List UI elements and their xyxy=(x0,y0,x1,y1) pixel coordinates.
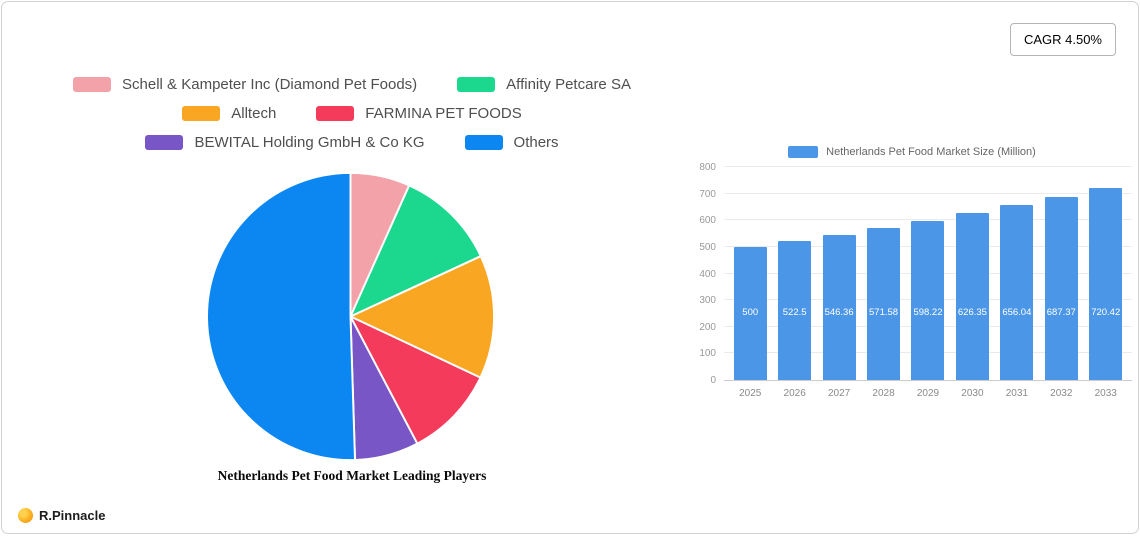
bar-legend-swatch xyxy=(788,146,819,158)
pie-slice xyxy=(349,184,482,318)
x-tick-label: 2033 xyxy=(1094,388,1117,399)
y-tick-label: 400 xyxy=(699,268,716,280)
bar-slot: 546.36 xyxy=(817,168,861,380)
bar-slot: 598.22 xyxy=(906,168,950,380)
pie-legend-item[interactable]: Alltech xyxy=(182,105,276,122)
pie-slice xyxy=(349,255,495,379)
pie-svg xyxy=(206,171,495,461)
bar-slot: 500 xyxy=(728,168,772,380)
pie-legend-row: Alltech FARMINA PET FOODS xyxy=(2,105,702,122)
bar-slot: 720.42 xyxy=(1084,168,1128,380)
y-tick-label: 500 xyxy=(699,241,716,253)
pie-legend-item[interactable]: Affinity Petcare SA xyxy=(457,76,631,93)
bar-slot: 522.5 xyxy=(772,168,816,380)
pie-legend-row: BEWITAL Holding GmbH & Co KG Others xyxy=(2,134,702,151)
x-tick-label: 2032 xyxy=(1050,388,1073,399)
bar-value-label: 720.42 xyxy=(1091,307,1121,318)
bar: 626.35 xyxy=(955,213,989,380)
bar-value-label: 687.37 xyxy=(1046,307,1076,318)
gridline xyxy=(724,166,1132,167)
pie-legend: Schell & Kampeter Inc (Diamond Pet Foods… xyxy=(2,76,702,151)
pie-legend-item[interactable]: FARMINA PET FOODS xyxy=(316,105,522,122)
legend-label: Schell & Kampeter Inc (Diamond Pet Foods… xyxy=(122,76,418,93)
bar: 522.5 xyxy=(778,240,812,380)
x-tick-label: 2026 xyxy=(783,388,806,399)
legend-swatch xyxy=(145,135,184,150)
legend-label: FARMINA PET FOODS xyxy=(365,105,522,122)
bar: 546.36 xyxy=(822,234,856,380)
pie-legend-item[interactable]: Schell & Kampeter Inc (Diamond Pet Foods… xyxy=(73,76,417,93)
bar-slot: 571.58 xyxy=(861,168,905,380)
bar-x-labels: 2025 2026 2027 2028 2029 2030 2031 2032 2033 xyxy=(724,388,1132,399)
bar-value-label: 500 xyxy=(742,307,759,318)
pie-legend-item[interactable]: BEWITAL Holding GmbH & Co KG xyxy=(145,134,425,151)
bar-value-label: 656.04 xyxy=(1002,307,1032,318)
x-tick-label: 2030 xyxy=(961,388,984,399)
legend-swatch xyxy=(457,77,496,92)
y-tick-label: 0 xyxy=(710,375,716,386)
bar: 687.37 xyxy=(1044,197,1078,380)
y-tick-label: 100 xyxy=(699,348,716,360)
bar: 500 xyxy=(733,246,767,380)
bar-slot: 687.37 xyxy=(1039,168,1083,380)
bar-value-label: 546.36 xyxy=(824,307,854,318)
bar-value-label: 571.58 xyxy=(869,307,899,318)
bar-slot: 626.35 xyxy=(950,168,994,380)
bars: 500 522.5 546.36 571.58 598.22 626.35 656.04 68… xyxy=(724,168,1132,380)
gridline xyxy=(724,192,1132,194)
x-tick-label: 2027 xyxy=(827,388,851,399)
y-tick-label: 300 xyxy=(699,295,716,307)
bar: 720.42 xyxy=(1089,188,1123,380)
y-tick-label: 800 xyxy=(699,162,716,173)
legend-swatch xyxy=(464,135,503,150)
gridline xyxy=(724,219,1132,221)
bar-value-label: 598.22 xyxy=(913,307,943,318)
pie-slice xyxy=(206,171,356,461)
bar: 656.04 xyxy=(1000,205,1034,380)
legend-swatch xyxy=(316,106,355,121)
legend-label: Others xyxy=(513,134,559,151)
logo-text: R.Pinnacle xyxy=(39,508,106,523)
pie-legend-item[interactable]: Others xyxy=(464,134,559,151)
legend-label: Alltech xyxy=(231,105,277,122)
y-tick-label: 700 xyxy=(699,188,716,200)
legend-label: BEWITAL Holding GmbH & Co KG xyxy=(194,134,425,151)
bar-value-label: 626.35 xyxy=(957,307,987,318)
bar-plot-area: 500 522.5 546.36 571.58 598.22 626.35 656.04 68… xyxy=(724,166,1132,381)
y-tick-label: 600 xyxy=(699,215,716,227)
x-tick-label: 2031 xyxy=(1005,388,1028,399)
pie-slice xyxy=(349,315,482,445)
legend-swatch xyxy=(73,77,112,92)
pie-chart-title: Netherlands Pet Food Market Leading Play… xyxy=(217,468,487,483)
y-tick-label: 200 xyxy=(699,321,716,333)
legend-swatch xyxy=(182,106,221,121)
bar-legend-label: Netherlands Pet Food Market Size (Millio… xyxy=(826,146,1036,158)
bar-value-label: 522.5 xyxy=(782,307,807,318)
rpinnacle-logo: R.Pinnacle xyxy=(18,508,105,523)
pie-legend-row: Schell & Kampeter Inc (Diamond Pet Foods… xyxy=(2,76,702,93)
bar-y-axis: 0 100 200 300 400 500 600 700 800 xyxy=(692,163,724,386)
x-tick-label: 2029 xyxy=(916,388,940,399)
bar: 598.22 xyxy=(911,220,945,380)
x-tick-label: 2028 xyxy=(872,388,895,399)
pie-chart xyxy=(204,170,497,463)
bar-legend[interactable]: Netherlands Pet Food Market Size (Millio… xyxy=(692,146,1132,158)
x-tick-label: 2025 xyxy=(739,388,762,399)
bar-chart: Netherlands Pet Food Market Size (Millio… xyxy=(692,146,1132,399)
legend-label: Affinity Petcare SA xyxy=(506,76,631,93)
cagr-badge: CAGR 4.50% xyxy=(1009,23,1116,56)
cagr-badge-label: CAGR 4.50% xyxy=(1023,32,1102,47)
bar-slot: 656.04 xyxy=(995,168,1039,380)
bar: 571.58 xyxy=(867,227,901,380)
logo-icon xyxy=(18,508,33,523)
